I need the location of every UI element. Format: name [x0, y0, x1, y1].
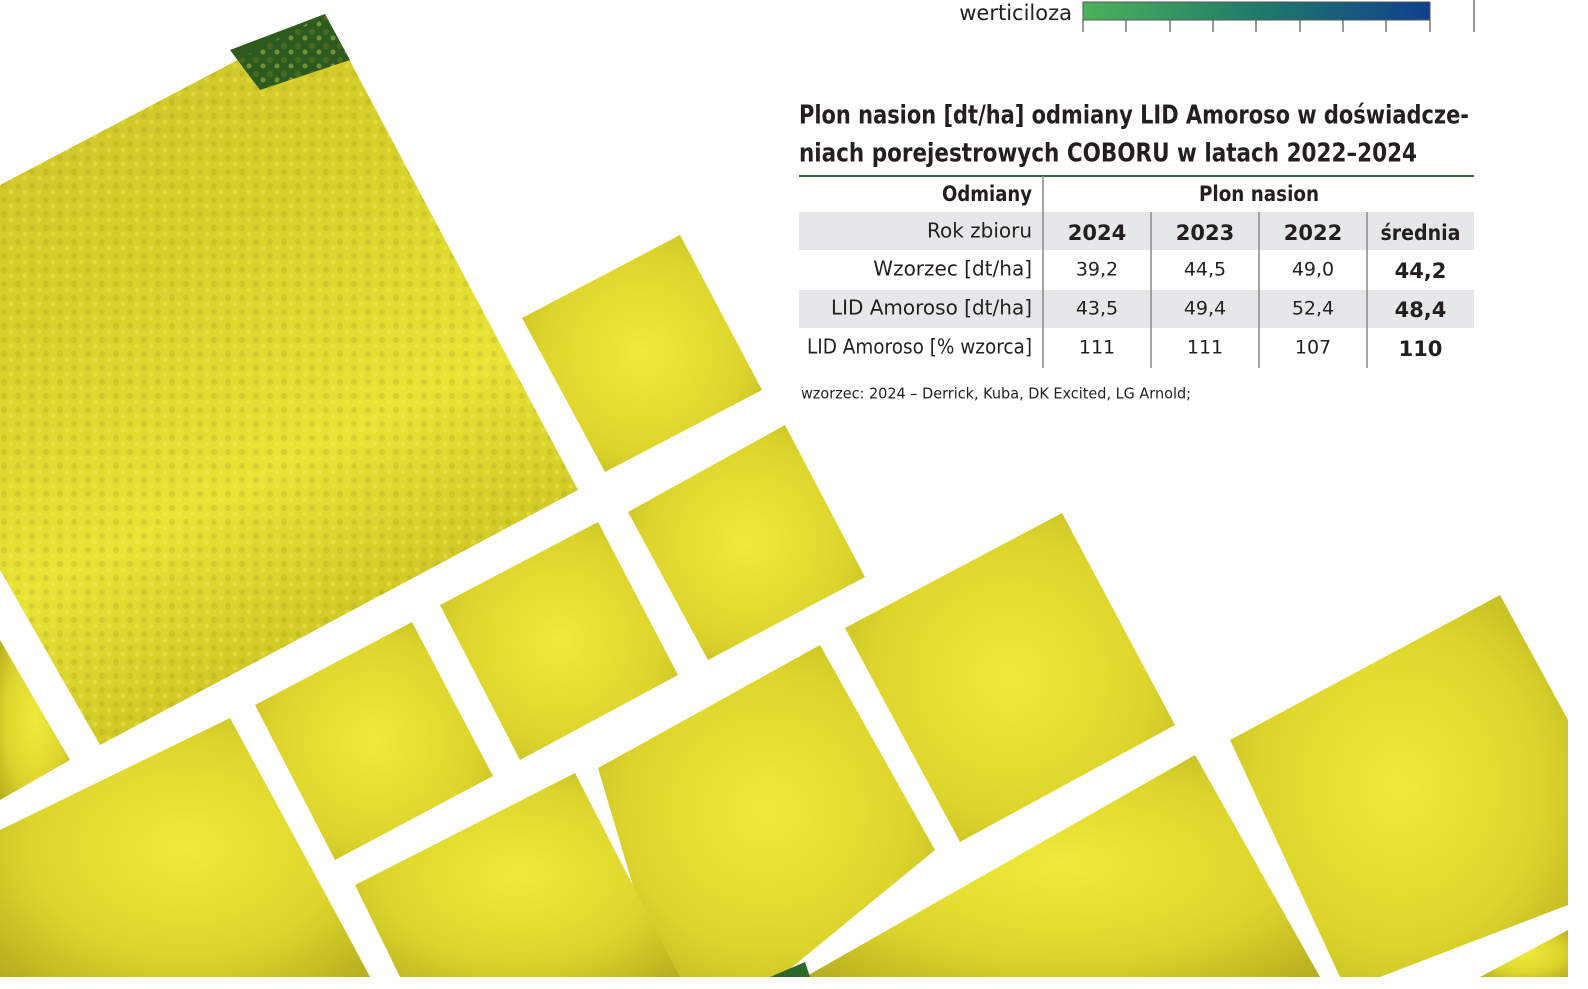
table-cell: 44,5 — [1184, 259, 1226, 281]
table-cell: 48,4 — [1395, 298, 1447, 322]
table-cell: wzorzec: 2024 – Derrick, Kuba, DK Excite… — [801, 385, 1191, 403]
table-cell: średnia — [1381, 221, 1461, 245]
table-cell: 39,2 — [1076, 259, 1118, 281]
table-cell: Plon nasion — [1199, 182, 1319, 206]
table-cell: LID Amoroso [dt/ha] — [831, 296, 1032, 320]
table-cell: 107 — [1295, 337, 1331, 359]
table-cell: 49,4 — [1184, 298, 1226, 320]
table-cell: 2022 — [1284, 221, 1342, 245]
yield-table: Plon nasion [dt/ha] odmiany LID Amoroso … — [799, 101, 1474, 403]
table-cell: 43,5 — [1076, 298, 1118, 320]
legend-bar — [1082, 1, 1431, 21]
table-cell: 52,4 — [1292, 298, 1334, 320]
table-cell: Wzorzec [dt/ha] — [873, 257, 1032, 281]
table-cell: 111 — [1187, 337, 1223, 359]
table-cell: 2024 — [1068, 221, 1126, 245]
table-cell: 111 — [1079, 337, 1115, 359]
table-cell: 110 — [1399, 337, 1443, 361]
table-cell: 49,0 — [1292, 259, 1334, 281]
legend-label: werticiloza — [959, 1, 1072, 25]
table-cell: 2023 — [1176, 221, 1234, 245]
table-cell: Odmiany — [942, 182, 1032, 206]
legend-ticks — [1082, 0, 1475, 32]
table-cell: Rok zbioru — [927, 219, 1032, 243]
row-shade — [799, 212, 1474, 250]
table-cell: 44,2 — [1395, 259, 1447, 283]
table-title: Plon nasion [dt/ha] odmiany LID Amoroso … — [799, 101, 1469, 131]
row-shade — [799, 290, 1474, 328]
table-cell: LID Amoroso [% wzorca] — [807, 335, 1032, 359]
legend-fragment: werticiloza — [959, 0, 1475, 32]
table-title: niach porejestrowych COBORU w latach 202… — [799, 139, 1417, 169]
